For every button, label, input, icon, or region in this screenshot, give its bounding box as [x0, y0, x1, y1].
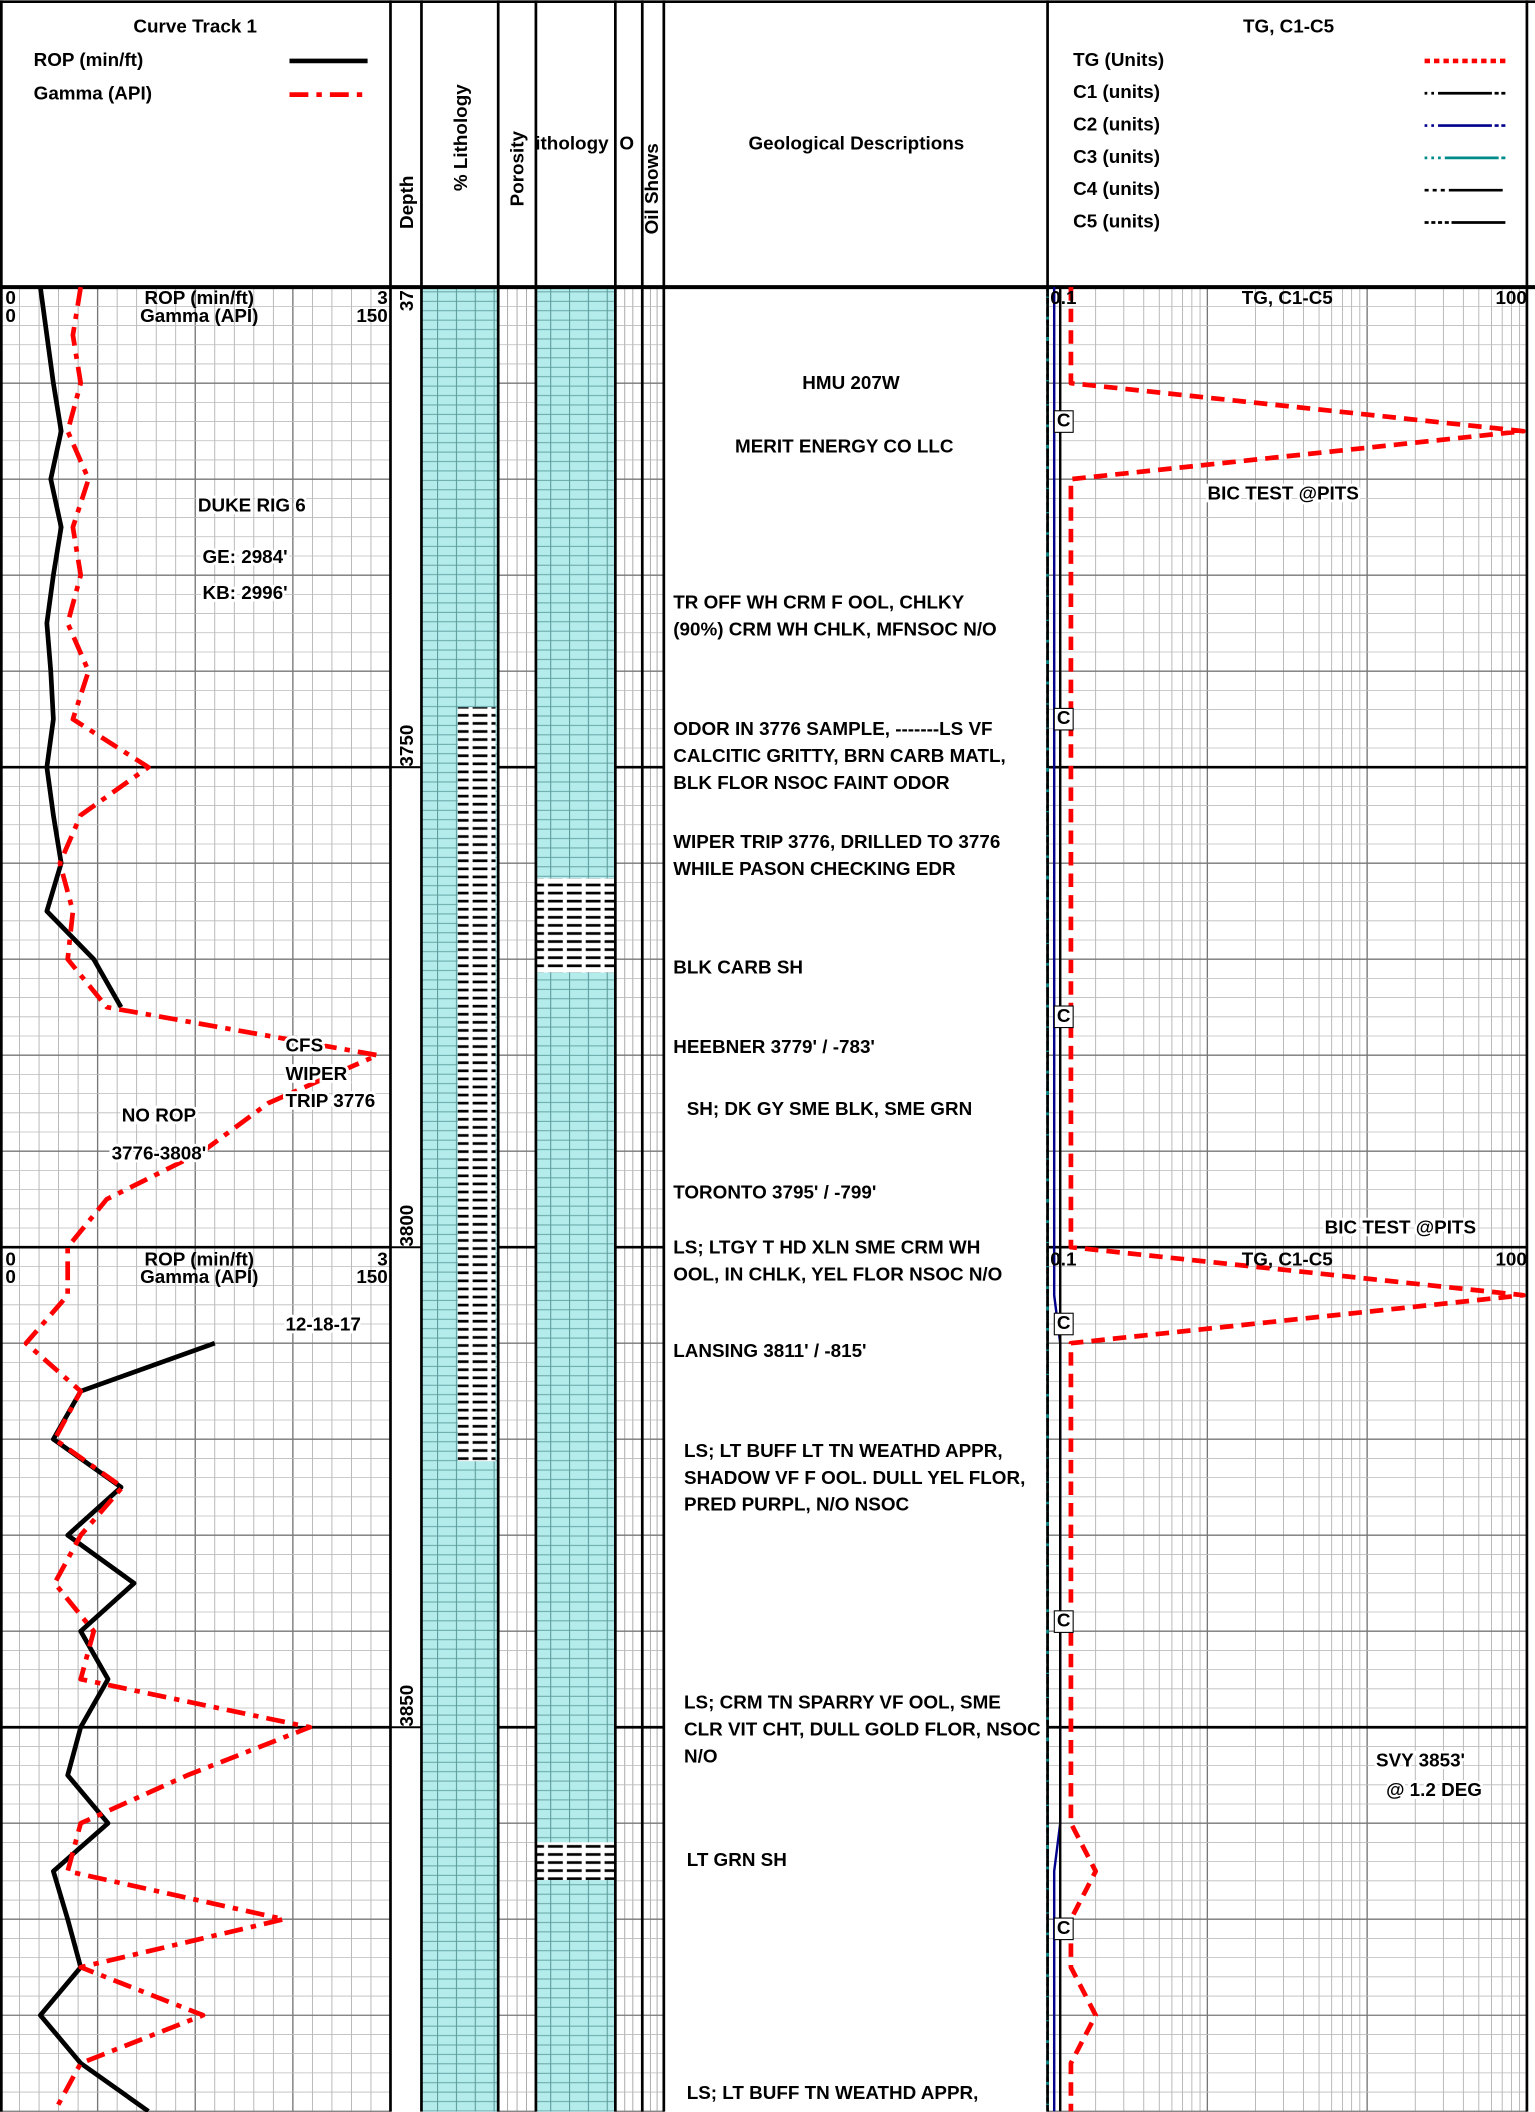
description-line: TR OFF WH CRM F OOL, CHLKY	[673, 592, 964, 613]
description-line: OOL, IN CHLK, YEL FLOR NSOC N/O	[673, 1263, 1002, 1284]
description-line: MERIT ENERGY CO LLC	[735, 435, 954, 456]
description-line: BLK CARB SH	[673, 956, 803, 977]
annotation: NO ROP	[122, 1105, 196, 1126]
grid	[0, 285, 1527, 2112]
column-title: Geological Descriptions	[749, 132, 965, 153]
connection-label: C	[1057, 1312, 1071, 1333]
description-line: LANSING 3811' / -815'	[673, 1340, 866, 1361]
connection-box	[1053, 707, 1074, 731]
description-line: LS; LT BUFF TN WEATHD APPR,	[687, 2082, 979, 2103]
scale-max: 3	[377, 1249, 387, 1270]
legend-label: C3 (units)	[1073, 146, 1160, 167]
connection-label: C	[1057, 410, 1071, 431]
shale-fill	[535, 878, 616, 973]
depth-label: 3850	[396, 1685, 417, 1727]
legend-label: C2 (units)	[1073, 114, 1160, 135]
description-line: PRED PURPL, N/O NSOC	[684, 1494, 909, 1515]
legend-label: ROP (min/ft)	[34, 49, 144, 70]
legend-label: C4 (units)	[1073, 178, 1160, 199]
annotation: 3776-3808'	[112, 1142, 207, 1163]
column-title: O	[619, 132, 634, 153]
scale-min: 0	[5, 287, 15, 308]
scale-name: ROP (min/ft)	[144, 1249, 254, 1270]
limestone-fill	[535, 287, 616, 2112]
legend-label: Gamma (API)	[34, 83, 152, 104]
scale-name: ROP (min/ft)	[144, 287, 254, 308]
description-line: ODOR IN 3776 SAMPLE, -------LS VF	[673, 718, 992, 739]
annotation: CFS	[285, 1035, 323, 1056]
description-line: TORONTO 3795' / -799'	[673, 1181, 876, 1202]
connection-label: C	[1057, 1610, 1071, 1631]
description-line: LS; LTGY T HD XLN SME CRM WH	[673, 1237, 980, 1258]
description-line: CLR VIT CHT, DULL GOLD FLOR, NSOC	[684, 1719, 1041, 1740]
connection-label: C	[1057, 1917, 1071, 1938]
scale-name: TG, C1-C5	[1242, 287, 1333, 308]
description-line: LT GRN SH	[687, 1849, 787, 1870]
depth-label: 3750	[396, 725, 417, 767]
description-line: LS; CRM TN SPARRY VF OOL, SME	[684, 1692, 1001, 1713]
scale-max: 3	[377, 287, 387, 308]
scale-name: Gamma (API)	[140, 305, 258, 326]
connection-box	[1053, 1312, 1074, 1336]
scale-max: 100	[1495, 287, 1526, 308]
connection-label: C	[1057, 1005, 1071, 1026]
connection-box	[1053, 410, 1074, 433]
description-line: SH; DK GY SME BLK, SME GRN	[687, 1098, 972, 1119]
scale-min: 0.1	[1050, 1249, 1076, 1270]
track-title: TG, C1-C5	[1243, 15, 1334, 36]
depth-label: 37	[396, 290, 417, 311]
scale-min: 0	[5, 305, 15, 326]
legend-label: TG (Units)	[1073, 49, 1164, 70]
curve	[38, 286, 124, 1009]
connection-label: C	[1057, 707, 1071, 728]
description-line: BLK FLOR NSOC FAINT ODOR	[673, 772, 950, 793]
connection-box	[1053, 1610, 1074, 1633]
column-title: Depth	[396, 176, 417, 229]
legend-label: C1 (units)	[1073, 81, 1160, 102]
shale-fill	[457, 707, 496, 1462]
column-title: Porosity	[506, 130, 527, 206]
scale-min: 0	[5, 1249, 15, 1270]
annotation: BIC TEST @PITS	[1325, 1216, 1476, 1237]
description-line: LS; LT BUFF LT TN WEATHD APPR,	[684, 1440, 1003, 1461]
annotation: KB: 2996'	[202, 582, 287, 603]
description-line: N/O	[684, 1746, 718, 1767]
annotation: BIC TEST @PITS	[1208, 482, 1359, 503]
scale-name: TG, C1-C5	[1242, 1249, 1333, 1270]
annotation: SVY 3853'	[1376, 1750, 1465, 1771]
description-line: CALCITIC GRITTY, BRN CARB MATL,	[673, 745, 1006, 766]
description-line: HEEBNER 3779' / -783'	[673, 1036, 875, 1057]
depth-label: 3800	[396, 1205, 417, 1247]
curve	[23, 286, 380, 2112]
scale-name: Gamma (API)	[140, 1266, 258, 1287]
legend-label: C5 (units)	[1073, 211, 1160, 232]
connection-box	[1053, 1917, 1074, 1941]
gas-curve	[1068, 287, 1526, 2112]
description-line: SHADOW VF F OOL. DULL YEL FLOR,	[684, 1467, 1025, 1488]
shale-fill	[535, 1842, 616, 1881]
description-line: (90%) CRM WH CHLK, MFNSOC N/O	[673, 618, 996, 639]
annotation: TRIP 3776	[285, 1090, 375, 1111]
column-title: Oil Shows	[641, 143, 662, 234]
scale-min: 0.1	[1050, 287, 1076, 308]
scale-max: 100	[1495, 1249, 1526, 1270]
annotation: 12-18-17	[285, 1313, 360, 1334]
column-title: % Lithology	[450, 84, 471, 191]
column-title: Lithology	[524, 132, 609, 153]
scale-max: 150	[356, 305, 387, 326]
annotation: @ 1.2 DEG	[1386, 1779, 1482, 1800]
scale-min: 0	[5, 1266, 15, 1287]
curve	[37, 1340, 216, 2112]
scale-max: 150	[356, 1266, 387, 1287]
annotation: WIPER	[285, 1063, 347, 1084]
description-line: WIPER TRIP 3776, DRILLED TO 3776	[673, 831, 1000, 852]
description-line: WHILE PASON CHECKING EDR	[673, 858, 956, 879]
annotation: DUKE RIG 6	[198, 495, 306, 516]
description-line: HMU 207W	[802, 372, 900, 393]
annotation: GE: 2984'	[202, 546, 287, 567]
track-title: Curve Track 1	[133, 15, 257, 36]
connection-box	[1053, 1005, 1074, 1029]
